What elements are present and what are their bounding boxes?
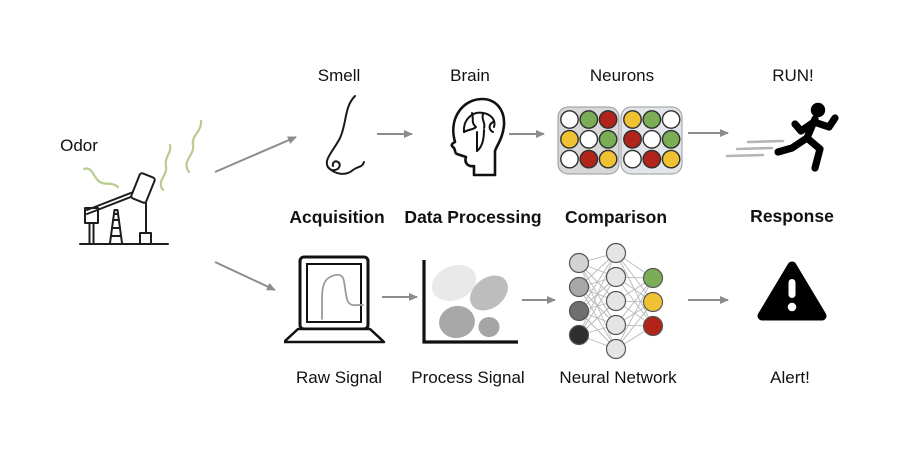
- stage-acquisition-label: Acquisition: [289, 207, 385, 227]
- laptop-signal-icon: [284, 255, 386, 344]
- neuron-cell: [623, 110, 642, 129]
- raw-signal-curve: [321, 273, 364, 320]
- process-signal-label: Process Signal: [411, 368, 525, 387]
- nn-node: [568, 324, 590, 346]
- smell-label: Smell: [317, 66, 361, 85]
- nn-edge: [578, 252, 617, 336]
- nn-node: [605, 242, 627, 264]
- neural-network-label: Neural Network: [559, 368, 677, 387]
- nn-node: [642, 291, 664, 313]
- neuron-cell: [598, 129, 618, 149]
- neuron-cell: [623, 149, 642, 169]
- stage-response-label: Response: [750, 206, 834, 226]
- odor-wave-icon: [82, 119, 203, 192]
- running-person-icon: [725, 102, 839, 172]
- nn-node: [568, 276, 590, 298]
- neural-network-icon: [568, 242, 664, 360]
- neuron-cell: [642, 149, 662, 169]
- stage-comparison-label: Comparison: [564, 207, 668, 227]
- nn-edge: [578, 252, 617, 312]
- neuron-cell: [579, 110, 599, 129]
- brain-head-icon: [450, 97, 506, 177]
- arrow-odor-to-rawsignal: [214, 261, 276, 291]
- arrow-odor-to-smell: [214, 136, 297, 173]
- exclamation-bar: [788, 279, 796, 298]
- oil-pumpjack-icon: [79, 172, 169, 245]
- neuron-cell: [661, 149, 681, 169]
- cluster-blob: [478, 317, 500, 337]
- neuron-cell: [579, 149, 599, 169]
- neuron-cell: [560, 129, 579, 149]
- plot-axes: [422, 260, 518, 344]
- brain-label: Brain: [450, 66, 490, 85]
- nn-edge: [615, 277, 654, 350]
- nn-node: [568, 300, 590, 322]
- nn-edge: [578, 276, 617, 336]
- neuron-cell: [642, 110, 662, 129]
- neuron-cell: [579, 129, 599, 149]
- cluster-blob: [470, 275, 508, 311]
- neuron-cell: [560, 110, 579, 129]
- nn-node: [605, 266, 627, 288]
- neuron-cell: [623, 129, 642, 149]
- nn-node: [642, 267, 664, 289]
- nn-node: [642, 315, 664, 337]
- nn-node: [568, 252, 590, 274]
- stage-data-processing-label: Data Processing: [404, 207, 542, 227]
- exclamation-dot: [787, 302, 797, 312]
- neuron-cell: [661, 110, 681, 129]
- brain-folds: [462, 111, 496, 152]
- speed-lines-icon: [725, 139, 785, 158]
- neuron-grids-icon: [557, 106, 683, 175]
- neuron-cell: [560, 149, 579, 169]
- nn-node: [605, 314, 627, 336]
- odor-label: Odor: [60, 136, 98, 155]
- neuron-cell: [598, 149, 618, 169]
- nn-node: [605, 338, 627, 360]
- neuron-cell: [598, 110, 618, 129]
- alert-label: Alert!: [770, 368, 810, 387]
- nn-node: [605, 290, 627, 312]
- cluster-blob: [439, 305, 475, 339]
- neuron-cell: [661, 129, 681, 149]
- cluster-plot-icon: [422, 260, 518, 344]
- warning-triangle-icon: [757, 261, 827, 321]
- nose-icon: [325, 95, 365, 175]
- cluster-blob: [431, 265, 477, 301]
- run-label: RUN!: [772, 66, 814, 85]
- raw-signal-label: Raw Signal: [296, 368, 382, 387]
- neurons-label: Neurons: [589, 66, 655, 85]
- neuron-cell: [642, 129, 662, 149]
